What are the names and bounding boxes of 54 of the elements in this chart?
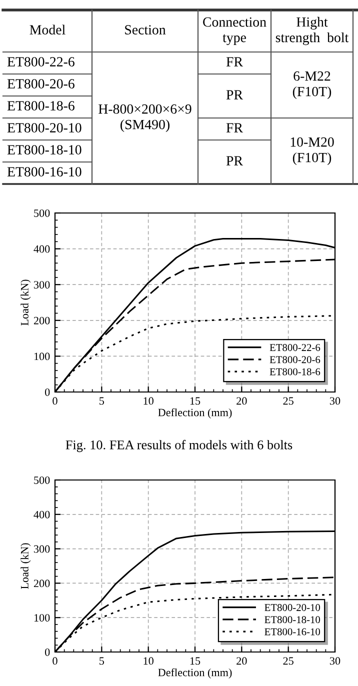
text: ET800-20-6 — [7, 79, 74, 88]
y-tick-label: 200 — [34, 580, 50, 588]
legend-label: ET800-16-10 — [264, 628, 320, 636]
text: ET800-18-6 — [7, 101, 74, 110]
x-tick-label: 15 — [190, 657, 200, 665]
x-tick-label: 5 — [100, 657, 104, 665]
y-tick-label: 500 — [34, 209, 50, 217]
y-tick-label: 400 — [34, 510, 50, 518]
text: FR — [226, 57, 243, 66]
x-tick-label: 10 — [144, 657, 154, 665]
y-tick-label: 0 — [45, 648, 50, 656]
text: H-800×200×6×9 (SM490) — [98, 104, 192, 132]
caption: Fig. 10. FEA results of models with 6 bolts — [66, 440, 292, 452]
text: ET800-18-10 — [7, 145, 82, 154]
text: FR — [226, 123, 243, 132]
legend-label: ET800-22-6 — [270, 344, 320, 352]
text: Section — [125, 25, 166, 34]
x-tick-label: 15 — [190, 397, 200, 405]
y-tick-label: 500 — [34, 476, 50, 484]
legend-label: ET800-18-6 — [270, 368, 320, 376]
y-tick-label: 0 — [45, 388, 50, 396]
y-tick-label: 100 — [34, 614, 50, 622]
text: Connection type — [203, 17, 266, 46]
x-tick-label: 0 — [52, 657, 58, 665]
text: 10-M20 (F10T) — [290, 137, 334, 166]
text: 6-M22 (F10T) — [292, 71, 332, 100]
legend-label: ET800-20-10 — [264, 604, 320, 612]
y-tick-label: 400 — [34, 245, 50, 253]
x-axis-title: Deflection (mm) — [158, 408, 232, 419]
x-tick-label: 30 — [330, 397, 340, 405]
text: PR — [226, 156, 243, 166]
y-axis-title: Load (kN) — [20, 280, 31, 326]
x-tick-label: 30 — [330, 657, 340, 665]
legend-label: ET800-20-6 — [270, 356, 320, 364]
y-axis-title: Load (kN) — [20, 543, 31, 589]
x-tick-label: 25 — [283, 397, 294, 405]
x-tick-label: 25 — [283, 657, 294, 665]
x-tick-label: 5 — [100, 397, 104, 405]
text: ET800-22-6 — [7, 57, 74, 66]
y-tick-label: 300 — [34, 281, 50, 289]
text: ET800-16-10 — [7, 167, 82, 176]
x-tick-label: 0 — [52, 397, 58, 405]
text: Model — [30, 24, 66, 34]
y-tick-label: 300 — [34, 545, 50, 553]
text: PR — [226, 90, 243, 100]
y-tick-label: 100 — [34, 352, 50, 360]
x-tick-label: 20 — [236, 397, 247, 405]
x-tick-label: 10 — [144, 397, 154, 405]
text: Hight strength bolt — [276, 16, 349, 46]
x-tick-label: 20 — [236, 657, 247, 665]
y-tick-label: 200 — [34, 316, 50, 324]
legend-label: ET800-18-10 — [264, 616, 320, 624]
text: ET800-20-10 — [7, 123, 82, 132]
x-axis-title: Deflection (mm) — [158, 668, 232, 679]
